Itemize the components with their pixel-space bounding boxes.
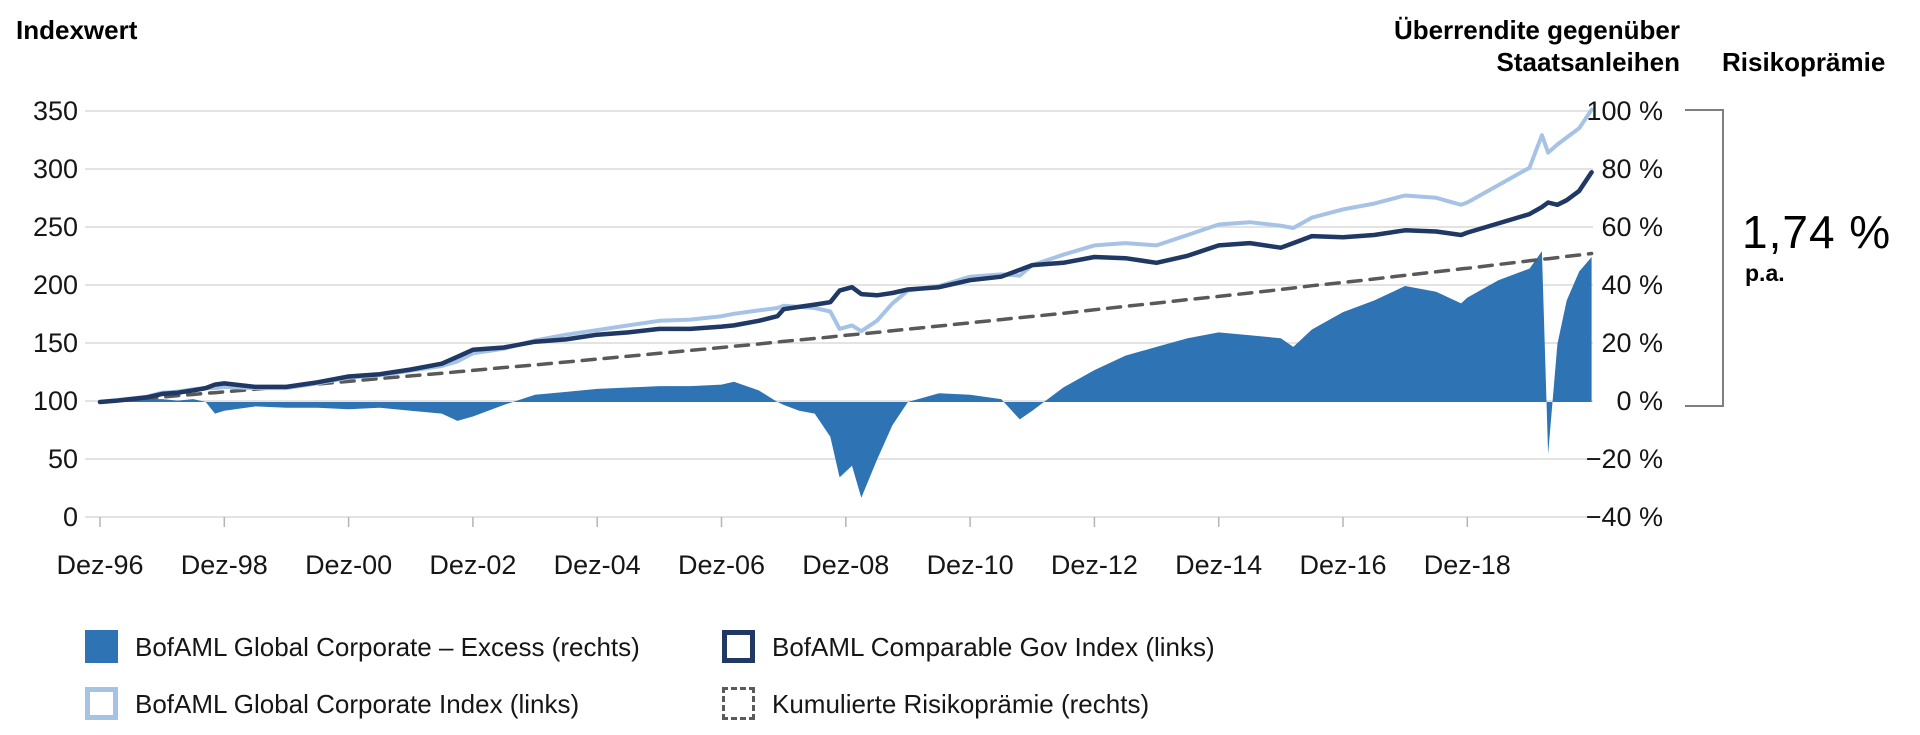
y-left-tick-label: 350: [32, 96, 78, 126]
y-left-tick-label: 100: [32, 386, 78, 416]
risk-premium-title: Risikoprämie: [1722, 47, 1886, 77]
gov-line-swatch-icon: [722, 630, 755, 663]
x-tick-label: Dez-00: [305, 550, 393, 580]
legend-label: BofAML Global Corporate – Excess (rechts…: [135, 632, 640, 662]
legend-label: BofAML Global Corporate Index (links): [135, 689, 580, 719]
y-right-tick-label: 40 %: [1601, 270, 1663, 300]
right-axis-title-line1: Überrendite gegenüber: [1393, 15, 1680, 45]
right-axis-title-line2: Staatsanleihen: [1496, 47, 1680, 77]
excess-return-area: [100, 251, 1592, 498]
x-tick-label: Dez-12: [1050, 550, 1138, 580]
x-tick-label: Dez-14: [1175, 550, 1263, 580]
x-tick-label: Dez-96: [56, 550, 144, 580]
y-left-tick-label: 200: [32, 270, 78, 300]
x-tick-label: Dez-08: [802, 550, 890, 580]
y-left-tick-label: 0: [62, 502, 78, 532]
risk-premium-unit: p.a.: [1745, 260, 1785, 286]
risk-premium-value: 1,74 %: [1742, 206, 1892, 258]
y-left-tick-label: 150: [32, 328, 78, 358]
y-right-tick-label: −20 %: [1585, 444, 1663, 474]
premium-dashed-swatch-icon: [722, 687, 755, 720]
x-tick-label: Dez-04: [553, 550, 641, 580]
y-right-tick-label: 100 %: [1586, 96, 1663, 126]
x-tick-label: Dez-06: [677, 550, 766, 580]
legend-label: Kumulierte Risikoprämie (rechts): [772, 689, 1150, 719]
risk-premium-bracket: [1685, 109, 1724, 407]
y-right-tick-label: 60 %: [1601, 212, 1663, 242]
y-right-tick-label: 80 %: [1601, 154, 1663, 184]
gov-index-line: [97, 170, 1594, 405]
excess-area-swatch-icon: [85, 630, 118, 663]
y-right-tick-label: 0 %: [1616, 386, 1663, 416]
left-axis-title: Indexwert: [16, 15, 138, 45]
y-left-tick-label: 50: [47, 444, 78, 474]
x-tick-label: Dez-16: [1299, 550, 1387, 580]
y-left-tick-label: 250: [32, 212, 78, 242]
x-tick-label: Dez-02: [429, 550, 517, 580]
y-right-tick-label: −40 %: [1585, 502, 1663, 532]
corporate-line-swatch-icon: [85, 687, 118, 720]
x-tick-label: Dez-98: [180, 550, 268, 580]
y-right-tick-label: 20 %: [1601, 328, 1663, 358]
legend-label: BofAML Comparable Gov Index (links): [772, 632, 1215, 662]
x-tick-label: Dez-18: [1423, 550, 1511, 580]
x-tick-label: Dez-10: [926, 550, 1014, 580]
y-left-tick-label: 300: [32, 154, 78, 184]
